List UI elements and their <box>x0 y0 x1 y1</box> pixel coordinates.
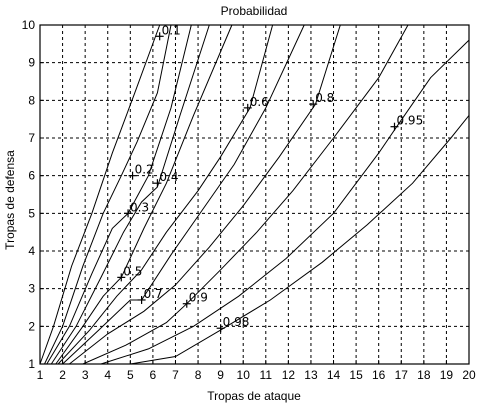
y-tick-label: 10 <box>22 18 36 32</box>
x-tick-label: 8 <box>195 368 202 382</box>
curve-label-markers: 0.1 0.2 0.3 0.4 0.5 0.6 0.7 0.8 0.9 0.95 0.98 <box>117 23 423 333</box>
chart-title: Probabilidad <box>221 4 288 18</box>
x-tick-label: 2 <box>59 368 66 382</box>
curve-label-text: 0.6 <box>250 95 269 109</box>
curve-label-text: 0.2 <box>135 163 154 177</box>
curve-label-text: 0.7 <box>144 287 163 301</box>
curve-0-6 <box>57 24 274 365</box>
curve-label-text: 0.3 <box>130 200 149 214</box>
curve-0-8 <box>69 24 341 365</box>
x-tick-label: 9 <box>217 368 224 382</box>
curve-label-0-8: 0.8 <box>309 91 334 109</box>
curve-label-0-6: 0.6 <box>243 95 269 112</box>
x-tick-label: 4 <box>104 368 111 382</box>
curve-label-text: 0.9 <box>189 291 208 305</box>
curve-label-0-9: 0.9 <box>182 291 208 308</box>
y-axis-label: Tropas de defensa <box>3 150 17 250</box>
curve-label-text: 0.1 <box>162 23 181 37</box>
x-tick-label: 12 <box>282 368 296 382</box>
x-tick-label: 19 <box>440 368 454 382</box>
probability-curves <box>39 24 470 365</box>
curve-0-7 <box>62 24 305 365</box>
curve-label-text: 0.98 <box>223 315 250 329</box>
y-tick-label: 7 <box>28 131 35 145</box>
grid <box>40 25 469 364</box>
x-tick-label: 6 <box>150 368 157 382</box>
curve-label-text: 0.5 <box>123 264 142 278</box>
curve-label-0-4: 0.4 <box>153 170 179 188</box>
curve-label-text: 0.95 <box>396 114 423 128</box>
curve-label-0-3: 0.3 <box>124 200 149 218</box>
x-tick-label: 14 <box>327 368 341 382</box>
y-tick-label: 3 <box>28 282 35 296</box>
curve-0-1 <box>39 24 161 365</box>
x-tick-label: 7 <box>172 368 179 382</box>
curve-label-0-5: 0.5 <box>117 264 142 282</box>
curve-0-4 <box>50 24 210 365</box>
y-tick-label: 4 <box>28 244 35 258</box>
x-tick-label: 15 <box>349 368 363 382</box>
curve-0-95 <box>100 39 470 365</box>
x-tick-label: 16 <box>372 368 386 382</box>
curve-label-0-2: 0.2 <box>128 163 154 180</box>
x-tick-label: 1 <box>37 368 44 382</box>
curve-label-0-95: 0.95 <box>390 114 423 131</box>
curve-label-0-1: 0.1 <box>155 23 181 41</box>
curve-label-0-7: 0.7 <box>137 287 163 304</box>
plot-frame <box>39 24 470 365</box>
x-tick-label: 5 <box>127 368 134 382</box>
curve-label-text: 0.4 <box>159 170 178 184</box>
y-axis-ticks: 1 2 3 4 5 6 7 8 9 10 <box>22 18 44 371</box>
y-tick-label: 2 <box>28 319 35 333</box>
curve-0-98 <box>130 115 470 365</box>
x-axis-label: Tropas de ataque <box>207 389 301 403</box>
x-tick-label: 3 <box>82 368 89 382</box>
curve-0-5 <box>55 24 233 365</box>
curve-0-2 <box>44 24 172 365</box>
x-tick-label: 10 <box>237 368 251 382</box>
y-tick-label: 8 <box>28 93 35 107</box>
curve-label-0-98: 0.98 <box>216 315 250 333</box>
x-tick-label: 18 <box>417 368 431 382</box>
x-tick-label: 11 <box>260 368 273 382</box>
x-tick-label: 20 <box>462 368 476 382</box>
y-tick-label: 6 <box>28 169 35 183</box>
x-tick-label: 13 <box>304 368 318 382</box>
curve-label-text: 0.8 <box>315 91 334 105</box>
y-tick-label: 5 <box>28 206 35 220</box>
curve-0-9 <box>82 24 409 365</box>
y-tick-label: 9 <box>28 56 35 70</box>
x-tick-label: 17 <box>395 368 409 382</box>
curve-0-3 <box>46 24 192 365</box>
y-tick-label: 1 <box>28 357 35 371</box>
x-axis-ticks: 1 2 3 4 5 6 7 8 9 10 11 12 13 14 15 16 17 18 19 20 <box>37 360 476 382</box>
